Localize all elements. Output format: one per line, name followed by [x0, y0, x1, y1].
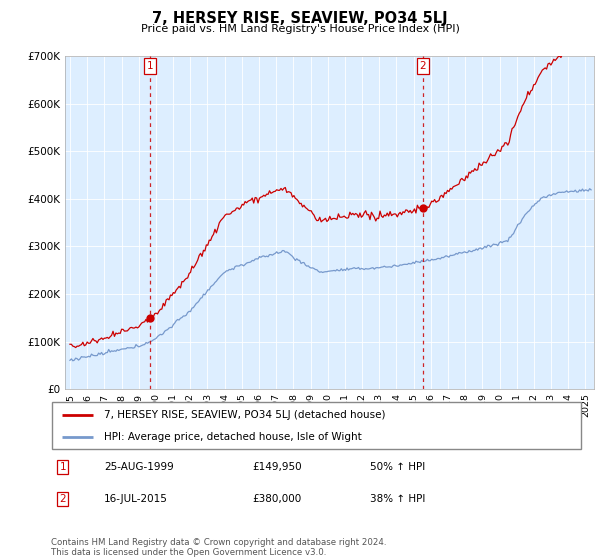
Text: 2: 2: [59, 494, 66, 504]
Text: 1: 1: [59, 462, 66, 472]
Text: 1: 1: [146, 61, 153, 71]
Text: 2: 2: [419, 61, 426, 71]
Text: 7, HERSEY RISE, SEAVIEW, PO34 5LJ: 7, HERSEY RISE, SEAVIEW, PO34 5LJ: [152, 11, 448, 26]
FancyBboxPatch shape: [52, 403, 581, 449]
Text: 38% ↑ HPI: 38% ↑ HPI: [370, 494, 425, 504]
Text: 16-JUL-2015: 16-JUL-2015: [104, 494, 168, 504]
Text: £380,000: £380,000: [253, 494, 302, 504]
Text: Price paid vs. HM Land Registry's House Price Index (HPI): Price paid vs. HM Land Registry's House …: [140, 24, 460, 34]
Text: 7, HERSEY RISE, SEAVIEW, PO34 5LJ (detached house): 7, HERSEY RISE, SEAVIEW, PO34 5LJ (detac…: [104, 410, 386, 419]
Text: HPI: Average price, detached house, Isle of Wight: HPI: Average price, detached house, Isle…: [104, 432, 362, 442]
Text: Contains HM Land Registry data © Crown copyright and database right 2024.
This d: Contains HM Land Registry data © Crown c…: [51, 538, 386, 557]
Text: £149,950: £149,950: [253, 462, 302, 472]
Text: 50% ↑ HPI: 50% ↑ HPI: [370, 462, 425, 472]
Text: 25-AUG-1999: 25-AUG-1999: [104, 462, 174, 472]
